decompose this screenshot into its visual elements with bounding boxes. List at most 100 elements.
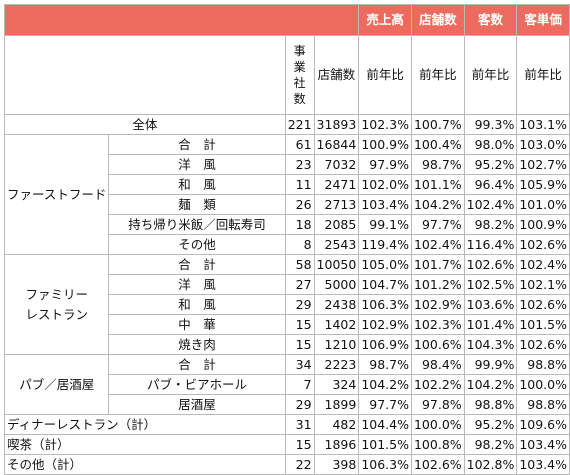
header-sales: 売上高 bbox=[358, 4, 412, 36]
table-row: 焼き肉 15 1210 106.9% 100.6% 104.3% 102.6% bbox=[5, 334, 570, 355]
price-yoy-cell: 103.1% bbox=[516, 114, 570, 135]
companies-cell: 27 bbox=[284, 274, 315, 295]
row-label: 和 風 bbox=[108, 294, 286, 315]
header-sales-yoy: 前年比 bbox=[358, 35, 412, 115]
header-companies: 事業社数 bbox=[284, 35, 315, 115]
customers-yoy-cell: 98.8% bbox=[463, 394, 518, 415]
row-label: 焼き肉 bbox=[108, 334, 286, 355]
companies-cell: 221 bbox=[284, 114, 315, 135]
customers-yoy-cell: 98.0% bbox=[463, 134, 518, 155]
stores-yoy-cell: 100.7% bbox=[410, 114, 465, 135]
row-label: 持ち帰り米飯／回転寿司 bbox=[108, 214, 286, 235]
price-yoy-cell: 105.9% bbox=[516, 174, 570, 195]
stores-cell: 31893 bbox=[313, 114, 360, 135]
price-yoy-cell: 100.0% bbox=[516, 374, 570, 395]
stores-cell: 2438 bbox=[313, 294, 360, 315]
table-row: パブ・ビアホール 7 324 104.2% 102.2% 104.2% 100.… bbox=[5, 374, 570, 395]
table-row: 持ち帰り米飯／回転寿司 18 2085 99.1% 97.7% 98.2% 10… bbox=[5, 214, 570, 235]
price-yoy-cell: 102.7% bbox=[516, 154, 570, 175]
companies-cell: 23 bbox=[284, 154, 315, 175]
stores-yoy-cell: 101.2% bbox=[410, 274, 465, 295]
row-label: 居酒屋 bbox=[108, 394, 286, 415]
price-yoy-cell: 103.4% bbox=[516, 434, 570, 455]
header-blank-2 bbox=[4, 35, 286, 115]
header-customers-yoy: 前年比 bbox=[463, 35, 518, 115]
customers-yoy-cell: 103.6% bbox=[463, 294, 518, 315]
row-label: 洋 風 bbox=[108, 274, 286, 295]
sales-yoy-cell: 104.7% bbox=[358, 274, 412, 295]
group-fast-food: ファーストフード bbox=[3, 134, 110, 255]
price-yoy-cell: 98.8% bbox=[516, 354, 570, 375]
sales-yoy-cell: 102.3% bbox=[358, 114, 412, 135]
customers-yoy-cell: 104.3% bbox=[463, 334, 518, 355]
sales-yoy-cell: 104.4% bbox=[358, 414, 412, 435]
group-family-restaurant: ファミリー レストラン bbox=[3, 254, 110, 355]
companies-cell: 61 bbox=[284, 134, 315, 155]
companies-cell: 58 bbox=[284, 254, 315, 275]
table-row: パブ／居酒屋 合 計 34 2223 98.7% 98.4% 99.9% 98.… bbox=[3, 354, 570, 415]
stores-cell: 1210 bbox=[313, 334, 360, 355]
stores-yoy-cell: 102.2% bbox=[410, 374, 465, 395]
table-row: 麺 類 26 2713 103.4% 104.2% 102.4% 101.0% bbox=[5, 194, 570, 215]
stores-cell: 1402 bbox=[313, 314, 360, 335]
stores-cell: 2713 bbox=[313, 194, 360, 215]
customers-yoy-cell: 104.2% bbox=[463, 374, 518, 395]
price-yoy-cell: 102.6% bbox=[516, 334, 570, 355]
sales-yoy-cell: 106.3% bbox=[358, 294, 412, 315]
companies-cell: 34 bbox=[284, 354, 315, 375]
customers-yoy-cell: 102.5% bbox=[463, 274, 518, 295]
sales-yoy-cell: 101.5% bbox=[358, 434, 412, 455]
sales-report-table: 売上高 店舗数 客数 客単価 事業社数 店舗数 前年比 前年比 前年比 前年比 … bbox=[3, 4, 570, 475]
stores-cell: 2223 bbox=[313, 354, 360, 375]
price-yoy-cell: 102.1% bbox=[516, 274, 570, 295]
stores-cell: 7032 bbox=[313, 154, 360, 175]
customers-yoy-cell: 96.4% bbox=[463, 174, 518, 195]
row-label: 洋 風 bbox=[108, 154, 286, 175]
table-row: ディナーレストラン（計） 31 482 104.4% 100.0% 95.2% … bbox=[4, 414, 570, 435]
stores-cell: 2471 bbox=[313, 174, 360, 195]
price-yoy-cell: 101.5% bbox=[516, 314, 570, 335]
stores-yoy-cell: 102.3% bbox=[410, 314, 465, 335]
sales-yoy-cell: 97.9% bbox=[358, 154, 412, 175]
stores-cell: 324 bbox=[313, 374, 360, 395]
price-yoy-cell: 102.6% bbox=[516, 234, 570, 255]
row-label: 全体 bbox=[4, 114, 286, 135]
table-row: ファミリー レストラン 合 計 58 10050 105.0% 101.7% 10… bbox=[3, 254, 570, 355]
stores-cell: 5000 bbox=[313, 274, 360, 295]
price-yoy-cell: 102.4% bbox=[516, 254, 570, 275]
price-yoy-cell: 100.9% bbox=[516, 214, 570, 235]
row-label: 中 華 bbox=[108, 314, 286, 335]
row-label: 合 計 bbox=[108, 354, 286, 375]
customers-yoy-cell: 95.2% bbox=[463, 154, 518, 175]
stores-yoy-cell: 101.7% bbox=[410, 254, 465, 275]
table-row: 洋 風 23 7032 97.9% 98.7% 95.2% 102.7% bbox=[5, 154, 570, 175]
header-unit-price: 客単価 bbox=[516, 4, 570, 36]
companies-cell: 31 bbox=[284, 414, 315, 435]
companies-cell: 26 bbox=[284, 194, 315, 215]
price-yoy-cell: 103.0% bbox=[516, 134, 570, 155]
customers-yoy-cell: 99.9% bbox=[463, 354, 518, 375]
table-row: 洋 風 27 5000 104.7% 101.2% 102.5% 102.1% bbox=[5, 274, 570, 295]
row-label: 合 計 bbox=[108, 254, 286, 275]
customers-yoy-cell: 102.6% bbox=[463, 254, 518, 275]
stores-cell: 1896 bbox=[313, 434, 360, 455]
customers-yoy-cell: 101.4% bbox=[463, 314, 518, 335]
header-stores: 店舗数 bbox=[410, 4, 465, 36]
sales-yoy-cell: 102.0% bbox=[358, 174, 412, 195]
customers-yoy-cell: 99.3% bbox=[463, 114, 518, 135]
stores-yoy-cell: 102.4% bbox=[410, 234, 465, 255]
stores-yoy-cell: 100.6% bbox=[410, 334, 465, 355]
customers-yoy-cell: 116.4% bbox=[463, 234, 518, 255]
companies-cell: 15 bbox=[284, 334, 315, 355]
stores-yoy-cell: 98.7% bbox=[410, 154, 465, 175]
customers-yoy-cell: 95.2% bbox=[463, 414, 518, 435]
companies-cell: 8 bbox=[284, 234, 315, 255]
stores-yoy-cell: 98.4% bbox=[410, 354, 465, 375]
stores-cell: 2543 bbox=[313, 234, 360, 255]
row-label: パブ・ビアホール bbox=[108, 374, 286, 395]
sales-yoy-cell: 103.4% bbox=[358, 194, 412, 215]
row-label: 和 風 bbox=[108, 174, 286, 195]
sales-yoy-cell: 99.1% bbox=[358, 214, 412, 235]
row-label: ディナーレストラン（計） bbox=[4, 414, 286, 435]
price-yoy-cell: 98.8% bbox=[516, 394, 570, 415]
